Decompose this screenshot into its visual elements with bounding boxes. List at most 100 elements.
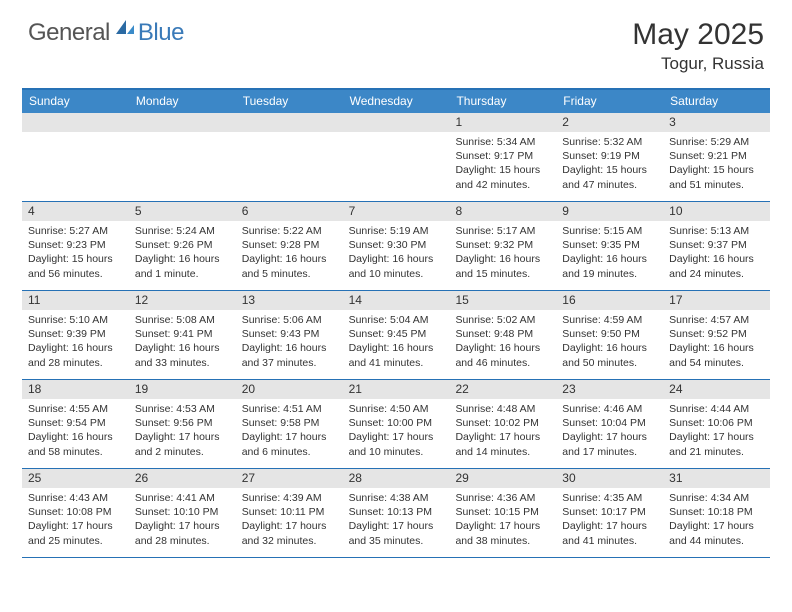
- day-body: Sunrise: 4:59 AMSunset: 9:50 PMDaylight:…: [556, 310, 663, 374]
- daylight-line: Daylight: 16 hours and 1 minute.: [135, 252, 230, 280]
- sunset-line: Sunset: 9:37 PM: [669, 238, 764, 252]
- day-body: Sunrise: 5:24 AMSunset: 9:26 PMDaylight:…: [129, 221, 236, 285]
- daylight-line: Daylight: 17 hours and 6 minutes.: [242, 430, 337, 458]
- sunrise-line: Sunrise: 5:27 AM: [28, 224, 123, 238]
- day-cell: 14Sunrise: 5:04 AMSunset: 9:45 PMDayligh…: [343, 291, 450, 379]
- calendar-grid: 1Sunrise: 5:34 AMSunset: 9:17 PMDaylight…: [22, 113, 770, 558]
- day-body: Sunrise: 5:06 AMSunset: 9:43 PMDaylight:…: [236, 310, 343, 374]
- day-number: 21: [343, 380, 450, 399]
- month-title: May 2025: [632, 18, 764, 52]
- day-cell: 24Sunrise: 4:44 AMSunset: 10:06 PMDaylig…: [663, 380, 770, 468]
- sunset-line: Sunset: 9:26 PM: [135, 238, 230, 252]
- day-number: 20: [236, 380, 343, 399]
- sunrise-line: Sunrise: 4:50 AM: [349, 402, 444, 416]
- sunrise-line: Sunrise: 4:51 AM: [242, 402, 337, 416]
- daylight-line: Daylight: 16 hours and 58 minutes.: [28, 430, 123, 458]
- day-number: 15: [449, 291, 556, 310]
- day-number: 6: [236, 202, 343, 221]
- daylight-line: Daylight: 16 hours and 10 minutes.: [349, 252, 444, 280]
- daylight-line: Daylight: 17 hours and 17 minutes.: [562, 430, 657, 458]
- daylight-line: Daylight: 16 hours and 19 minutes.: [562, 252, 657, 280]
- day-cell: 2Sunrise: 5:32 AMSunset: 9:19 PMDaylight…: [556, 113, 663, 201]
- daylight-line: Daylight: 17 hours and 38 minutes.: [455, 519, 550, 547]
- day-cell: 12Sunrise: 5:08 AMSunset: 9:41 PMDayligh…: [129, 291, 236, 379]
- sunset-line: Sunset: 10:11 PM: [242, 505, 337, 519]
- daylight-line: Daylight: 16 hours and 37 minutes.: [242, 341, 337, 369]
- sunrise-line: Sunrise: 4:43 AM: [28, 491, 123, 505]
- day-cell: 21Sunrise: 4:50 AMSunset: 10:00 PMDaylig…: [343, 380, 450, 468]
- daylight-line: Daylight: 17 hours and 35 minutes.: [349, 519, 444, 547]
- day-cell: 31Sunrise: 4:34 AMSunset: 10:18 PMDaylig…: [663, 469, 770, 557]
- sunset-line: Sunset: 9:45 PM: [349, 327, 444, 341]
- day-cell: 7Sunrise: 5:19 AMSunset: 9:30 PMDaylight…: [343, 202, 450, 290]
- sunrise-line: Sunrise: 4:41 AM: [135, 491, 230, 505]
- daylight-line: Daylight: 17 hours and 41 minutes.: [562, 519, 657, 547]
- sunrise-line: Sunrise: 4:57 AM: [669, 313, 764, 327]
- sunset-line: Sunset: 9:43 PM: [242, 327, 337, 341]
- day-number: 3: [663, 113, 770, 132]
- day-cell: 5Sunrise: 5:24 AMSunset: 9:26 PMDaylight…: [129, 202, 236, 290]
- brand-logo: General Blue: [28, 18, 184, 47]
- sunrise-line: Sunrise: 5:24 AM: [135, 224, 230, 238]
- day-cell: 9Sunrise: 5:15 AMSunset: 9:35 PMDaylight…: [556, 202, 663, 290]
- day-number: 14: [343, 291, 450, 310]
- weekday-header: Saturday: [663, 90, 770, 113]
- sunset-line: Sunset: 9:48 PM: [455, 327, 550, 341]
- weekday-header: Tuesday: [236, 90, 343, 113]
- day-number: 23: [556, 380, 663, 399]
- day-body: Sunrise: 5:32 AMSunset: 9:19 PMDaylight:…: [556, 132, 663, 196]
- daylight-line: Daylight: 17 hours and 44 minutes.: [669, 519, 764, 547]
- day-body: Sunrise: 5:13 AMSunset: 9:37 PMDaylight:…: [663, 221, 770, 285]
- sunset-line: Sunset: 10:06 PM: [669, 416, 764, 430]
- day-body: Sunrise: 4:48 AMSunset: 10:02 PMDaylight…: [449, 399, 556, 463]
- sunrise-line: Sunrise: 5:22 AM: [242, 224, 337, 238]
- sunrise-line: Sunrise: 4:38 AM: [349, 491, 444, 505]
- week-row: 11Sunrise: 5:10 AMSunset: 9:39 PMDayligh…: [22, 291, 770, 380]
- sunset-line: Sunset: 10:08 PM: [28, 505, 123, 519]
- day-body: Sunrise: 4:43 AMSunset: 10:08 PMDaylight…: [22, 488, 129, 552]
- day-number: 22: [449, 380, 556, 399]
- day-body: Sunrise: 4:50 AMSunset: 10:00 PMDaylight…: [343, 399, 450, 463]
- day-cell: 25Sunrise: 4:43 AMSunset: 10:08 PMDaylig…: [22, 469, 129, 557]
- daylight-line: Daylight: 16 hours and 28 minutes.: [28, 341, 123, 369]
- sunrise-line: Sunrise: 5:17 AM: [455, 224, 550, 238]
- day-body: Sunrise: 4:39 AMSunset: 10:11 PMDaylight…: [236, 488, 343, 552]
- day-body: Sunrise: 5:02 AMSunset: 9:48 PMDaylight:…: [449, 310, 556, 374]
- sunset-line: Sunset: 9:23 PM: [28, 238, 123, 252]
- sunset-line: Sunset: 9:28 PM: [242, 238, 337, 252]
- day-number: 26: [129, 469, 236, 488]
- sunrise-line: Sunrise: 4:39 AM: [242, 491, 337, 505]
- sunrise-line: Sunrise: 5:08 AM: [135, 313, 230, 327]
- sunrise-line: Sunrise: 5:15 AM: [562, 224, 657, 238]
- sunset-line: Sunset: 10:02 PM: [455, 416, 550, 430]
- sunset-line: Sunset: 9:39 PM: [28, 327, 123, 341]
- day-body: Sunrise: 4:51 AMSunset: 9:58 PMDaylight:…: [236, 399, 343, 463]
- day-body: Sunrise: 5:34 AMSunset: 9:17 PMDaylight:…: [449, 132, 556, 196]
- day-cell: 4 Sunrise: 5:27 AMSunset: 9:23 PMDaylight…: [22, 202, 129, 290]
- day-cell: [22, 113, 129, 201]
- weekday-header: Monday: [129, 90, 236, 113]
- day-cell: 29Sunrise: 4:36 AMSunset: 10:15 PMDaylig…: [449, 469, 556, 557]
- sunset-line: Sunset: 10:17 PM: [562, 505, 657, 519]
- day-body: Sunrise: 5:22 AMSunset: 9:28 PMDaylight:…: [236, 221, 343, 285]
- day-number: [129, 113, 236, 132]
- daylight-line: Daylight: 15 hours and 56 minutes.: [28, 252, 123, 280]
- day-cell: 10Sunrise: 5:13 AMSunset: 9:37 PMDayligh…: [663, 202, 770, 290]
- sunset-line: Sunset: 9:19 PM: [562, 149, 657, 163]
- daylight-line: Daylight: 16 hours and 41 minutes.: [349, 341, 444, 369]
- daylight-line: Daylight: 17 hours and 10 minutes.: [349, 430, 444, 458]
- daylight-line: Daylight: 17 hours and 2 minutes.: [135, 430, 230, 458]
- weekday-header-row: SundayMondayTuesdayWednesdayThursdayFrid…: [22, 90, 770, 113]
- daylight-line: Daylight: 16 hours and 33 minutes.: [135, 341, 230, 369]
- day-cell: 3Sunrise: 5:29 AMSunset: 9:21 PMDaylight…: [663, 113, 770, 201]
- day-number: 5: [129, 202, 236, 221]
- daylight-line: Daylight: 17 hours and 14 minutes.: [455, 430, 550, 458]
- sunrise-line: Sunrise: 5:29 AM: [669, 135, 764, 149]
- sunset-line: Sunset: 9:52 PM: [669, 327, 764, 341]
- location-label: Togur, Russia: [632, 54, 764, 74]
- day-number: 2: [556, 113, 663, 132]
- day-number: 12: [129, 291, 236, 310]
- day-number: 4: [22, 202, 129, 221]
- day-body: Sunrise: 4:36 AMSunset: 10:15 PMDaylight…: [449, 488, 556, 552]
- sunrise-line: Sunrise: 5:19 AM: [349, 224, 444, 238]
